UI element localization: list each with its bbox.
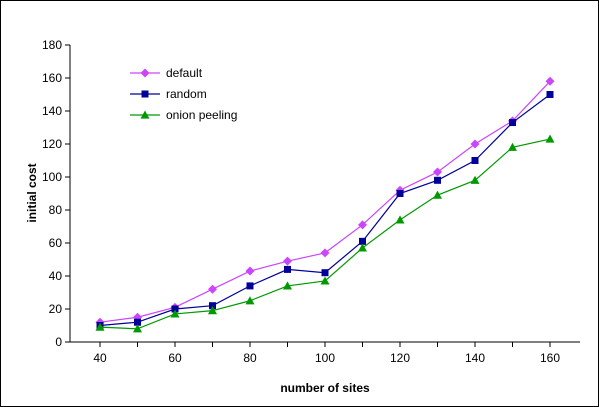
data-point-random xyxy=(359,237,366,245)
data-point-onion-peeling xyxy=(133,324,142,333)
data-point-random xyxy=(246,282,254,290)
y-tick-label: 120 xyxy=(42,137,62,151)
data-point-random xyxy=(134,318,141,326)
y-tick-label: 100 xyxy=(42,170,62,184)
data-point-random xyxy=(434,176,441,184)
data-point-onion-peeling xyxy=(283,281,292,290)
y-tick-label: 20 xyxy=(49,302,63,316)
data-point-default xyxy=(545,76,555,86)
y-tick-label: 180 xyxy=(42,38,62,52)
data-point-random xyxy=(171,305,179,313)
data-point-random xyxy=(321,269,329,277)
data-point-onion-peeling xyxy=(433,190,442,199)
series-line-onion-peeling xyxy=(99,138,551,330)
data-point-onion-peeling xyxy=(95,322,105,331)
y-tick-label: 60 xyxy=(49,236,63,250)
series-random xyxy=(96,91,554,329)
data-point-onion-peeling xyxy=(245,296,255,305)
x-tick-label: 40 xyxy=(93,351,107,365)
y-tick-label: 0 xyxy=(55,335,62,349)
data-point-default xyxy=(470,139,480,149)
y-axis-title: initial cost xyxy=(25,163,39,222)
data-point-default xyxy=(433,167,442,177)
legend-label: onion peeling xyxy=(166,108,237,122)
x-tick-label: 100 xyxy=(315,351,335,365)
legend-item-default: default xyxy=(130,66,203,80)
y-tick-label: 160 xyxy=(42,71,62,85)
legend-marker xyxy=(140,110,150,119)
legend-label: random xyxy=(166,87,207,101)
legend-label: default xyxy=(166,66,203,80)
data-point-default xyxy=(283,256,292,266)
data-point-random xyxy=(396,190,404,197)
data-point-onion-peeling xyxy=(470,175,480,184)
series-default xyxy=(95,76,555,327)
x-tick-label: 140 xyxy=(465,351,485,365)
y-tick-label: 40 xyxy=(49,269,63,283)
data-point-onion-peeling xyxy=(545,134,555,143)
x-tick-label: 160 xyxy=(540,351,560,365)
y-tick-label: 80 xyxy=(49,203,63,217)
data-point-onion-peeling xyxy=(170,309,180,318)
series-line-random xyxy=(99,94,551,327)
data-point-random xyxy=(209,302,216,310)
y-tick-label: 140 xyxy=(42,104,62,118)
data-point-default xyxy=(208,284,217,294)
x-tick-label: 80 xyxy=(243,351,257,365)
data-point-default xyxy=(320,248,330,258)
axes: 0 20 40 60 80 100 120 140 160 180 40 60 80 100 120 140 1… xyxy=(42,38,580,365)
data-point-random xyxy=(546,91,554,98)
data-point-onion-peeling xyxy=(320,276,330,285)
legend-item-random: random xyxy=(130,87,207,101)
series-layer xyxy=(95,76,555,333)
legend: default random onion peeling xyxy=(130,66,237,122)
data-point-default xyxy=(358,220,367,230)
data-point-onion-peeling xyxy=(508,142,517,151)
data-point-default xyxy=(245,266,255,276)
data-point-random xyxy=(509,119,516,127)
legend-item-onion-peeling: onion peeling xyxy=(130,108,237,122)
x-axis-title: number of sites xyxy=(280,381,370,395)
data-point-onion-peeling xyxy=(395,215,405,224)
x-tick-label: 60 xyxy=(168,351,182,365)
legend-marker xyxy=(141,90,149,98)
data-point-onion-peeling xyxy=(208,306,217,315)
series-onion-peeling xyxy=(95,134,555,333)
x-tick-label: 120 xyxy=(390,351,410,365)
data-point-random xyxy=(284,265,291,273)
data-point-onion-peeling xyxy=(358,243,367,252)
legend-marker xyxy=(140,68,150,78)
data-point-random xyxy=(471,157,479,164)
